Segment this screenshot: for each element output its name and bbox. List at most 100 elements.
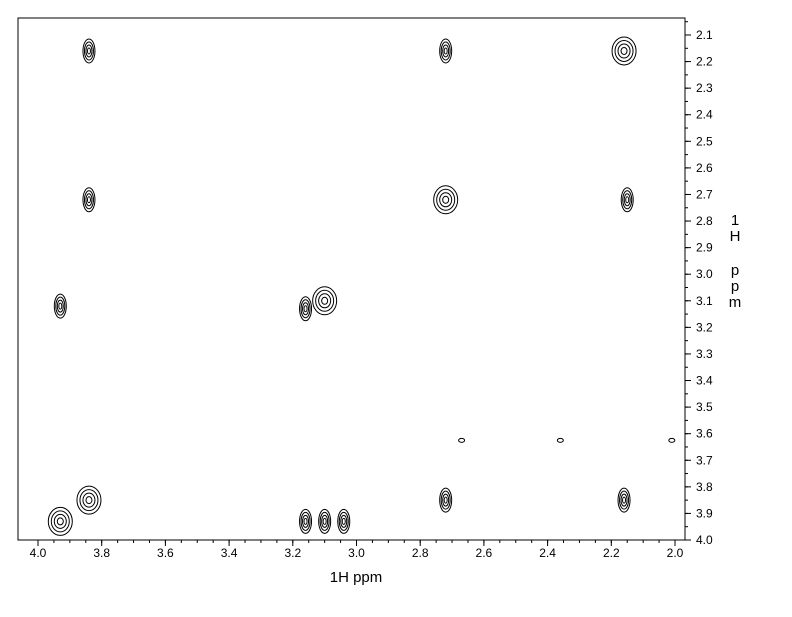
contour-level	[55, 296, 66, 316]
contour-level	[86, 47, 91, 55]
contour-level	[83, 190, 94, 210]
contour-peak	[611, 36, 637, 66]
contour-level	[623, 193, 631, 207]
contour-level	[614, 39, 634, 62]
y-axis: 2.1 2.2 2.3 2.4 2.5 2.6 2.7 2.8 2.9 3.0 3.1 3.2 3.3 3…	[685, 21, 713, 547]
x-tick-label: 3.6	[157, 546, 174, 560]
contour-level	[338, 511, 349, 531]
contour-level	[622, 190, 633, 210]
contour-level	[86, 196, 91, 204]
contour-level	[439, 192, 453, 208]
y-tick-label: 4.0	[696, 533, 713, 547]
contour-level	[433, 185, 459, 215]
contour-level	[312, 286, 338, 316]
contour-level	[299, 508, 313, 534]
y-tick-label: 2.8	[696, 214, 713, 228]
contour-level	[443, 496, 448, 504]
x-tick-label: 2.6	[476, 546, 493, 560]
contour-level	[50, 510, 70, 533]
x-tick-label: 2.8	[412, 546, 429, 560]
contour-peak	[82, 187, 96, 213]
contour-level	[442, 493, 450, 507]
contour-level	[622, 496, 627, 504]
contour-level	[321, 296, 329, 305]
x-tick-label: 3.0	[348, 546, 365, 560]
x-tick-label: 3.2	[284, 546, 301, 560]
y-tick-label: 2.7	[696, 187, 713, 201]
x-tick-label: 2.0	[667, 546, 684, 560]
y-axis-title-char: 1	[731, 212, 739, 229]
contour-peak	[299, 296, 313, 322]
contour-level	[458, 437, 466, 443]
contour-level	[442, 44, 450, 58]
y-tick-label: 3.2	[696, 320, 713, 334]
contour-level	[620, 46, 628, 55]
peaks-layer	[47, 36, 676, 536]
contour-peak	[433, 185, 459, 215]
y-tick-label: 3.6	[696, 427, 713, 441]
contour-level	[620, 187, 634, 213]
contour-level	[439, 38, 453, 64]
contour-level	[58, 302, 63, 310]
contour-level	[299, 296, 313, 322]
y-tick-label: 2.5	[696, 134, 713, 148]
contour-level	[322, 517, 327, 525]
contour-level	[443, 47, 448, 55]
y-tick-label: 3.0	[696, 267, 713, 281]
contour-level	[302, 302, 310, 316]
contour-peak	[617, 487, 631, 513]
contour-level	[85, 44, 93, 58]
contour-peak	[439, 487, 453, 513]
contour-peak	[53, 293, 67, 319]
contour-peak	[556, 437, 564, 443]
contour-level	[303, 517, 308, 525]
contour-level	[617, 43, 631, 59]
y-tick-label: 2.4	[696, 108, 713, 122]
contour-level	[56, 517, 64, 526]
y-axis-title-char: p	[731, 278, 739, 295]
contour-level	[79, 489, 99, 512]
contour-level	[82, 187, 96, 213]
contour-level	[668, 437, 676, 443]
y-tick-label: 3.4	[696, 374, 713, 388]
contour-level	[300, 299, 311, 319]
contour-level	[319, 511, 330, 531]
contour-level	[85, 193, 93, 207]
contour-level	[440, 490, 451, 510]
contour-level	[625, 196, 630, 204]
contour-level	[47, 506, 73, 536]
contour-level	[611, 36, 637, 66]
contour-level	[300, 511, 311, 531]
y-tick-label: 3.8	[696, 480, 713, 494]
contour-level	[56, 299, 64, 313]
contour-level	[82, 38, 96, 64]
y-tick-label: 3.5	[696, 400, 713, 414]
y-tick-label: 2.3	[696, 81, 713, 95]
contour-level	[620, 493, 628, 507]
contour-level	[53, 293, 67, 319]
contour-level	[617, 487, 631, 513]
y-axis-title-char: H	[730, 228, 741, 245]
x-axis: 4.0 3.8 3.6 3.4 3.2 3.0 2.8 2.6 2.4 2.2 2.0	[30, 540, 684, 560]
x-tick-label: 3.4	[221, 546, 238, 560]
contour-peak	[312, 286, 338, 316]
contour-level	[321, 514, 329, 528]
x-tick-label: 2.4	[539, 546, 556, 560]
contour-level	[302, 514, 310, 528]
x-tick-label: 4.0	[30, 546, 47, 560]
contour-peak	[458, 437, 466, 443]
contour-level	[83, 41, 94, 61]
contour-peak	[439, 38, 453, 64]
contour-level	[337, 508, 351, 534]
contour-peak	[318, 508, 332, 534]
y-tick-label: 3.3	[696, 347, 713, 361]
contour-peak	[76, 485, 102, 515]
contour-peak	[47, 506, 73, 536]
contour-level	[76, 485, 102, 515]
plot-frame	[17, 17, 686, 541]
contour-level	[82, 492, 96, 508]
contour-level	[440, 41, 451, 61]
y-tick-label: 3.9	[696, 506, 713, 520]
